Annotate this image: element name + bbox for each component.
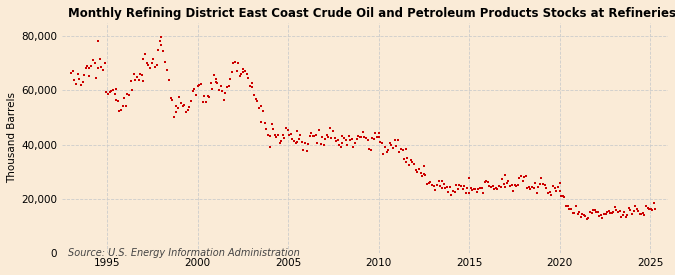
Y-axis label: Thousand Barrels: Thousand Barrels bbox=[7, 92, 17, 183]
Text: Monthly Refining District East Coast Crude Oil and Petroleum Products Stocks at : Monthly Refining District East Coast Cru… bbox=[68, 7, 675, 20]
Text: Source: U.S. Energy Information Administration: Source: U.S. Energy Information Administ… bbox=[68, 248, 300, 258]
